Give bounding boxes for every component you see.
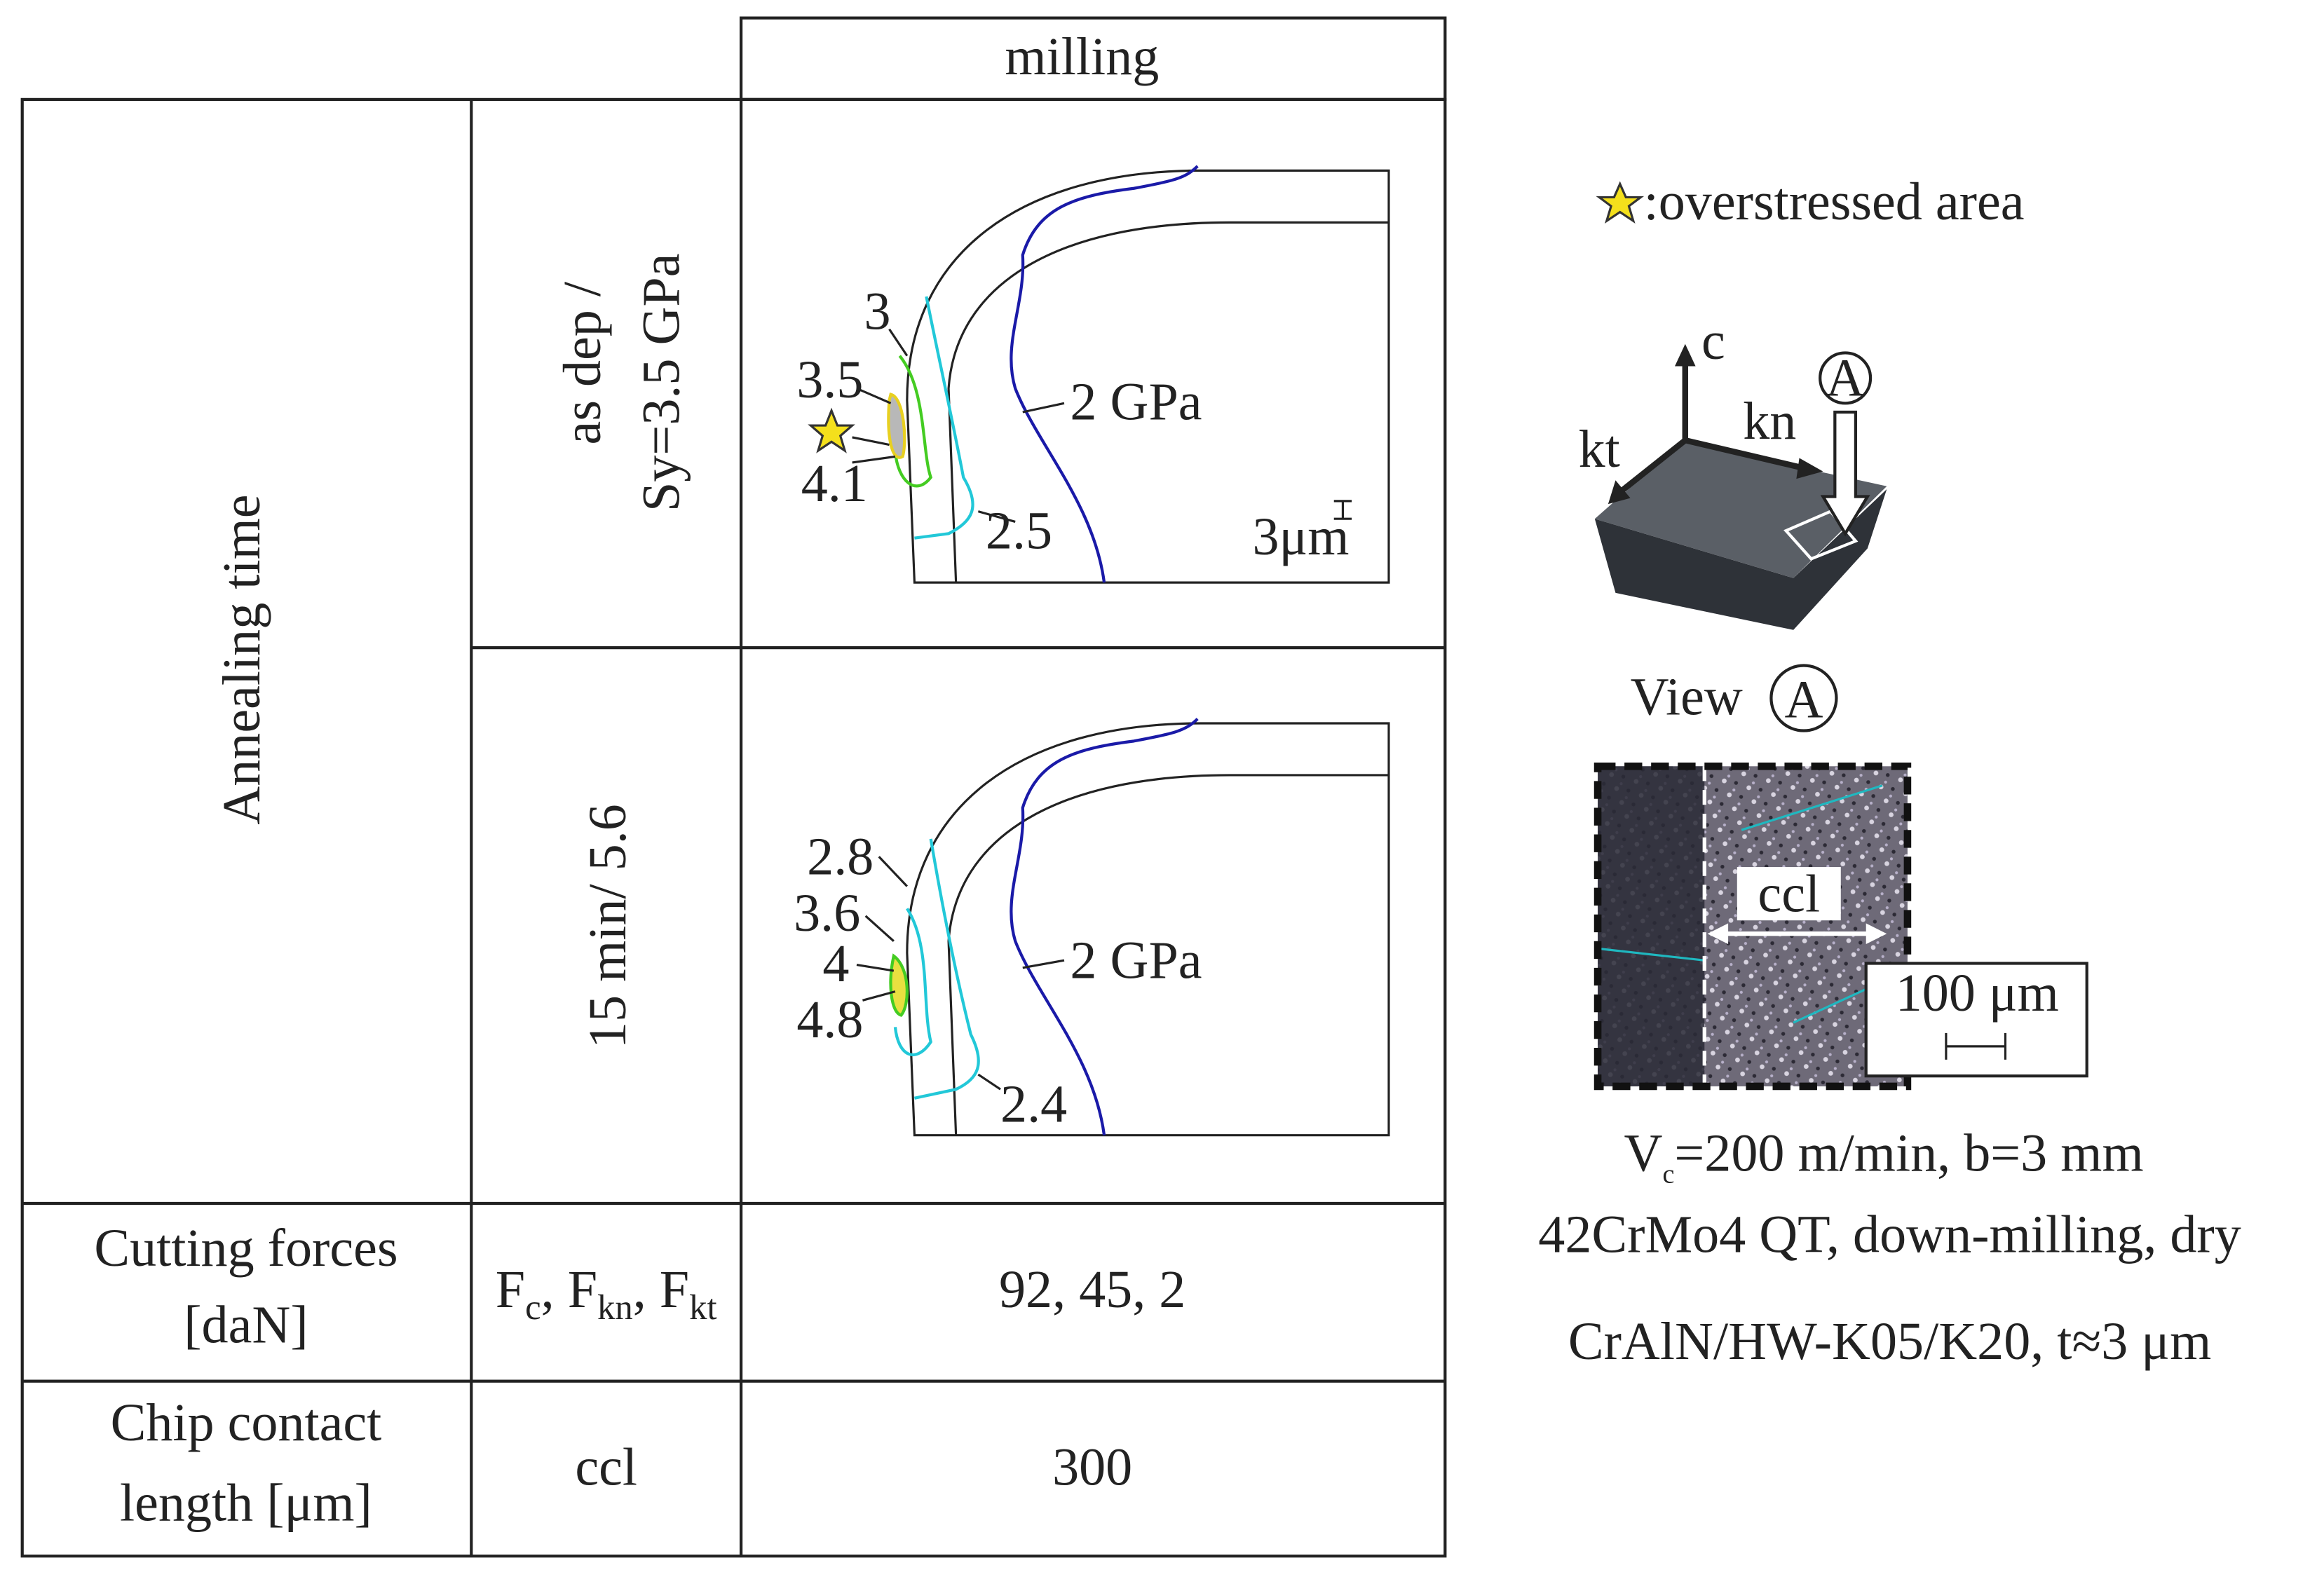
subscript: kn bbox=[597, 1288, 633, 1327]
contour bbox=[1010, 165, 1199, 583]
scale-label: 3μm bbox=[1252, 507, 1349, 566]
contour-label: 4.1 bbox=[801, 454, 868, 513]
contour bbox=[893, 908, 932, 1056]
micrograph-label: ccl bbox=[1758, 864, 1820, 923]
insert-top bbox=[1594, 442, 1887, 578]
coating-boundary bbox=[947, 221, 1389, 583]
contour-label: 4 bbox=[822, 934, 849, 993]
subscript: c bbox=[525, 1288, 541, 1327]
outline bbox=[906, 169, 1390, 584]
insert-side bbox=[1594, 489, 1887, 630]
leader-lines bbox=[856, 856, 1065, 1091]
stress-panel: 3 3.5 4.1 2 GPa 2.5 3μm bbox=[796, 165, 1390, 584]
arrowhead bbox=[1866, 923, 1887, 944]
legend-star bbox=[1596, 181, 1645, 224]
condition-text: 42CrMo4 QT, down-milling, dry bbox=[1538, 1206, 2241, 1264]
contour-label: 4.8 bbox=[796, 990, 863, 1049]
condition-text: CrAlN/HW-K05/K20, t≈3 μm bbox=[1568, 1312, 2211, 1371]
table-frame bbox=[20, 97, 1447, 1558]
cell-value: 300 bbox=[1052, 1438, 1132, 1497]
contour-label: 3.5 bbox=[796, 350, 863, 409]
contour-label: 2.4 bbox=[1000, 1075, 1067, 1134]
row-label: Cutting forces bbox=[94, 1219, 397, 1278]
contour bbox=[913, 838, 980, 1100]
row-label: length [μm] bbox=[120, 1473, 372, 1532]
view-marker bbox=[1769, 664, 1838, 732]
contour bbox=[889, 953, 909, 1017]
contour-label: 2 GPa bbox=[1070, 931, 1202, 990]
cell-symbol: ccl bbox=[575, 1438, 637, 1497]
symbol: V bbox=[1624, 1124, 1663, 1182]
cell-value: 92, 45, 2 bbox=[999, 1260, 1185, 1319]
contour-label: 3.6 bbox=[794, 884, 860, 943]
view-marker bbox=[1819, 351, 1873, 405]
axis-label: kn bbox=[1743, 392, 1796, 451]
condition-label: Sy=3.5 GPa bbox=[632, 253, 691, 511]
contour bbox=[1010, 718, 1199, 1135]
condition-label: as dep / bbox=[553, 281, 612, 444]
condition-text: Vc=200 m/min, b=3 mm bbox=[1624, 1124, 2144, 1189]
contour-label: 2.5 bbox=[986, 502, 1052, 561]
arrowhead bbox=[1796, 458, 1823, 479]
contour-label: 3 bbox=[864, 282, 891, 341]
view-arrow bbox=[1820, 410, 1870, 537]
symbol: F bbox=[496, 1260, 525, 1319]
ccl-box bbox=[1737, 867, 1841, 921]
view-marker-label: A bbox=[1826, 349, 1865, 408]
star bbox=[808, 407, 855, 453]
symbol: , F bbox=[633, 1260, 689, 1319]
legend-label: :overstressed area bbox=[1644, 172, 2025, 231]
view-marker-label: A bbox=[1784, 671, 1823, 730]
axis-label: kt bbox=[1579, 420, 1620, 479]
arrowhead bbox=[1707, 923, 1729, 944]
scale-label: 100 μm bbox=[1896, 964, 2059, 1023]
text: =200 m/min, b=3 mm bbox=[1674, 1124, 2143, 1182]
axis-label: c bbox=[1701, 312, 1725, 371]
row-group-label: Annealing time bbox=[212, 494, 271, 824]
overstressed-area bbox=[887, 392, 906, 459]
contour-label: 2 GPa bbox=[1070, 373, 1202, 432]
view-window bbox=[1783, 510, 1858, 561]
view-label: View bbox=[1631, 667, 1743, 726]
axis-arrow bbox=[1618, 437, 1687, 495]
micrograph-dark-zone bbox=[1598, 766, 1705, 1086]
tool-insert bbox=[1594, 343, 1887, 630]
column-header: milling bbox=[1005, 27, 1159, 86]
outline bbox=[906, 722, 1390, 1137]
subscript: kt bbox=[689, 1288, 716, 1327]
stress-panel bbox=[856, 718, 1390, 1137]
micrograph bbox=[1593, 763, 2088, 1091]
arrowhead bbox=[1674, 343, 1696, 367]
contour bbox=[893, 355, 933, 488]
coating-boundary bbox=[947, 774, 1389, 1135]
row-label: Chip contact bbox=[111, 1393, 382, 1452]
force-symbols: Fc, Fkn, Fkt bbox=[496, 1260, 717, 1327]
condition-label: 15 min/ 5.6 bbox=[578, 804, 637, 1049]
scale-bar bbox=[1945, 1032, 2007, 1060]
micrograph-frame bbox=[1593, 763, 1912, 1091]
scale-box bbox=[1864, 962, 2088, 1078]
leader-lines bbox=[852, 328, 1065, 523]
symbol: , F bbox=[541, 1260, 597, 1319]
subscript: c bbox=[1663, 1159, 1675, 1189]
contour bbox=[914, 296, 974, 540]
axis-arrow bbox=[1684, 437, 1807, 472]
contour-label: 2.8 bbox=[807, 828, 874, 887]
scale-bar bbox=[1333, 500, 1352, 520]
row-label: [daN] bbox=[184, 1296, 308, 1355]
